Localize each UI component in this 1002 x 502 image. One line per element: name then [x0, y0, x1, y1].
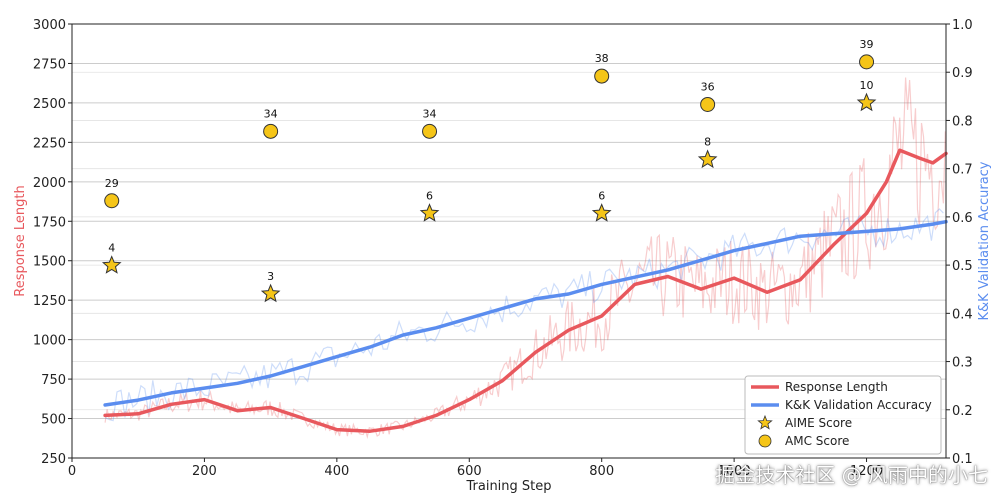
x-axis-label: Training Step	[465, 479, 551, 494]
y-left-tick-label: 3000	[33, 18, 66, 33]
score-label: 6	[598, 189, 605, 202]
y-right-tick-label: 0.9	[952, 66, 973, 81]
x-tick-label: 1200	[850, 464, 883, 479]
y-right-tick-label: 0.7	[952, 163, 973, 178]
aime-star-point	[419, 203, 440, 222]
legend-circle-icon	[758, 434, 772, 448]
x-tick-label: 0	[68, 464, 76, 479]
score-label: 3	[267, 270, 274, 283]
amc-circle-point	[594, 68, 610, 84]
y-left-tick-label: 2000	[33, 176, 66, 191]
x-tick-label: 1000	[718, 464, 751, 479]
plot-frame	[71, 23, 947, 459]
y-left-tick-label: 1750	[33, 215, 66, 230]
legend: Response Length K&K Validation Accuracy AI…	[744, 375, 942, 455]
y-left-tick-label: 1250	[33, 294, 66, 309]
amc-circle-point	[422, 123, 438, 139]
score-label: 8	[704, 136, 711, 149]
watermark: 掘金技术社区 @ 风雨中的小七	[715, 463, 988, 487]
raw-line-k-k-validation-accuracy	[104, 208, 944, 422]
aime-star-point	[260, 283, 281, 303]
y-right-tick-label: 0.2	[952, 404, 973, 419]
score-label: 4	[108, 241, 115, 254]
y-left-tick-label: 2750	[33, 57, 66, 72]
legend-label: Response Length	[785, 380, 888, 394]
score-label: 39	[860, 38, 874, 51]
score-label: 34	[264, 107, 278, 120]
y-left-tick-label: 250	[41, 452, 66, 467]
x-tick-label: 200	[192, 464, 217, 479]
y-left-tick-label: 2250	[33, 136, 66, 151]
series-line-response-length	[103, 148, 948, 433]
y-right-tick-label: 0.1	[952, 452, 973, 467]
y-left-axis-label: Response Length	[13, 185, 28, 296]
score-label: 34	[423, 107, 437, 120]
aime-star-point	[856, 92, 877, 112]
legend-box	[744, 375, 942, 455]
y-right-tick-label: 1.0	[952, 18, 973, 33]
amc-circle-point	[104, 193, 120, 209]
aime-star-point	[591, 203, 612, 222]
x-tick-label: 400	[324, 464, 349, 479]
y-right-tick-label: 0.8	[952, 114, 973, 129]
score-label: 29	[105, 177, 119, 190]
y-right-tick-label: 0.4	[952, 307, 973, 322]
score-label: 38	[595, 52, 609, 65]
legend-label: AIME Score	[785, 416, 852, 430]
aime-star-point	[101, 255, 122, 274]
legend-star-icon	[757, 414, 773, 430]
aime-star-point	[697, 149, 718, 169]
y-left-tick-label: 1000	[33, 334, 66, 349]
score-label: 36	[701, 80, 715, 93]
series-lines	[103, 148, 948, 433]
series-line-k-k-validation-accuracy	[103, 219, 948, 407]
score-label: 6	[426, 189, 433, 202]
x-tick-label: 600	[457, 464, 482, 479]
y-right-tick-label: 0.5	[952, 259, 973, 274]
score-label: 10	[860, 79, 874, 92]
y-right-tick-label: 0.3	[952, 356, 973, 371]
amc-circle-point	[859, 54, 875, 70]
axes: 0 200 400 600 800 1000 1200 250 500 750 1000 1250 15…	[13, 18, 992, 494]
y-right-tick-label: 0.6	[952, 211, 973, 226]
amc-circle-point	[263, 123, 279, 139]
x-tick-label: 800	[589, 464, 614, 479]
y-left-tick-label: 500	[41, 413, 66, 428]
y-left-tick-label: 2500	[33, 97, 66, 112]
legend-label: K&K Validation Accuracy	[785, 398, 932, 412]
y-right-axis-label: K&K Validation Accuracy	[977, 161, 992, 320]
y-left-tick-label: 1500	[33, 255, 66, 270]
y-left-tick-label: 750	[41, 373, 66, 388]
amc-circle-point	[700, 96, 716, 112]
legend-label: AMC Score	[785, 434, 849, 448]
